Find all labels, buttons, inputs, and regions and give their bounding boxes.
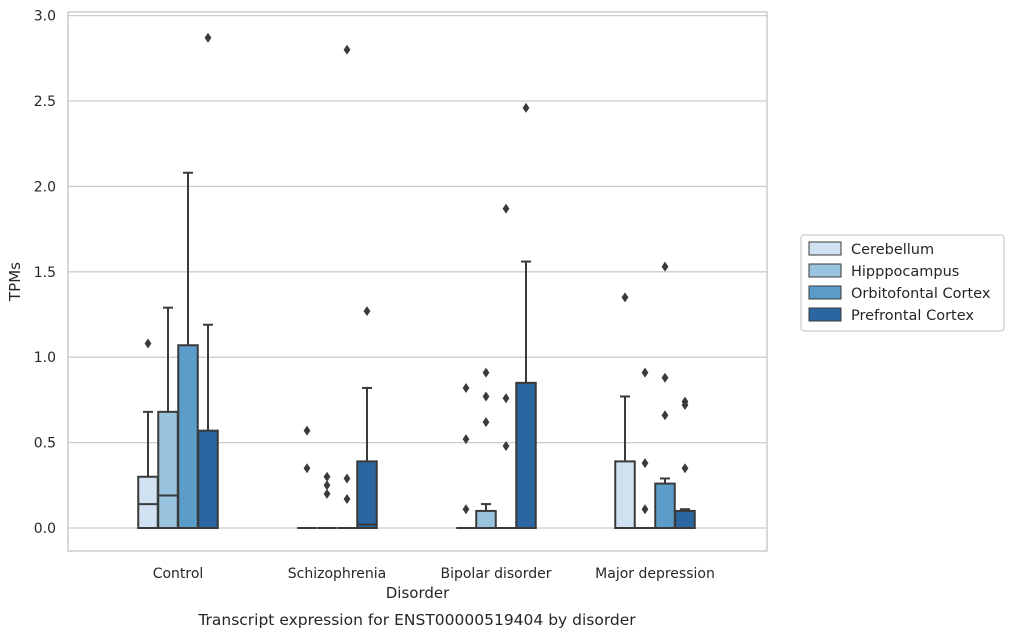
x-tick-label: Bipolar disorder: [440, 566, 551, 582]
box: [475, 509, 497, 530]
box-cerebellum: [137, 338, 159, 530]
box-hipppocampus: [635, 367, 655, 529]
outlier-point: [462, 504, 470, 515]
box: [654, 482, 676, 530]
x-tick-label: Major depression: [595, 566, 715, 582]
box: [177, 344, 199, 529]
box: [197, 429, 219, 530]
outlier-point: [343, 493, 351, 504]
outlier-point: [661, 372, 669, 383]
outlier-point: [323, 488, 331, 499]
outlier-point: [661, 261, 669, 272]
box-orbitofontal-cortex: [496, 203, 516, 529]
outlier-point: [681, 463, 689, 474]
outlier-point: [204, 32, 212, 43]
box-orbitofontal-cortex: [337, 44, 357, 529]
y-axis-title: TPMs: [6, 262, 24, 302]
box-hipppocampus: [157, 306, 179, 529]
outlier-point: [641, 458, 649, 469]
outlier-point: [303, 463, 311, 474]
box-orbitofontal-cortex: [654, 261, 676, 530]
outlier-point: [522, 102, 530, 113]
legend-label: Hipppocampus: [851, 264, 959, 280]
x-tick-label: Control: [153, 566, 204, 582]
outlier-point: [681, 400, 689, 411]
box: [614, 460, 636, 529]
legend-swatch: [808, 263, 842, 278]
outlier-point: [323, 480, 331, 491]
outlier-point: [462, 434, 470, 445]
outlier-point: [343, 44, 351, 55]
outlier-point: [482, 391, 490, 402]
legend-swatch: [808, 285, 842, 300]
figure-caption: Transcript expression for ENST0000051940…: [197, 611, 636, 629]
box-orbitofontal-cortex: [177, 171, 199, 529]
y-tick-label: 1.5: [34, 265, 56, 281]
outlier-point: [482, 367, 490, 378]
outlier-point: [482, 417, 490, 428]
outlier-point: [363, 306, 371, 317]
outlier-point: [502, 203, 510, 214]
box: [157, 410, 179, 529]
box-prefrontal-cortex: [674, 396, 696, 530]
legend-label: Cerebellum: [851, 242, 934, 258]
legend-frame: [800, 234, 1005, 332]
y-tick-label: 0.5: [34, 436, 56, 452]
boxes: [137, 32, 696, 530]
legend: Cerebellum Hipppocampus Orbitofontal Corte…: [800, 234, 1005, 332]
outlier-point: [323, 471, 331, 482]
box: [674, 509, 696, 530]
y-tick-label: 1.0: [34, 350, 56, 366]
y-tick-label: 0.0: [34, 521, 56, 537]
outlier-point: [303, 425, 311, 436]
box-cerebellum: [297, 425, 317, 529]
outlier-point: [144, 338, 152, 349]
box: [137, 475, 159, 530]
outlier-point: [502, 441, 510, 452]
box: [515, 381, 537, 529]
y-tick-label: 2.5: [34, 94, 56, 110]
y-tick-labels: 0.0 0.5 1.0 1.5 2.0 2.5 3.0: [34, 9, 56, 537]
box: [356, 460, 378, 529]
y-tick-label: 3.0: [34, 9, 56, 25]
box-hipppocampus: [475, 367, 497, 530]
outlier-point: [502, 393, 510, 404]
x-tick-labels: Control Schizophrenia Bipolar disorder Majo…: [153, 566, 715, 582]
plot-frame: [67, 11, 768, 552]
outlier-point: [641, 504, 649, 515]
outlier-point: [462, 382, 470, 393]
outlier-point: [641, 367, 649, 378]
box-cerebellum: [614, 292, 636, 529]
legend-label: Orbitofontal Cortex: [851, 286, 991, 302]
outlier-point: [661, 410, 669, 421]
box-hipppocampus: [317, 471, 337, 529]
legend-label: Prefrontal Cortex: [851, 308, 974, 324]
x-tick-label: Schizophrenia: [288, 566, 386, 582]
outlier-point: [343, 473, 351, 484]
legend-swatch: [808, 241, 842, 256]
box-prefrontal-cortex: [356, 306, 378, 529]
outlier-point: [621, 292, 629, 303]
box-cerebellum: [456, 382, 476, 529]
y-tick-label: 2.0: [34, 179, 56, 195]
box-prefrontal-cortex: [197, 32, 219, 530]
x-axis-title: Disorder: [386, 584, 450, 602]
box-prefrontal-cortex: [515, 102, 537, 529]
legend-swatch: [808, 307, 842, 322]
